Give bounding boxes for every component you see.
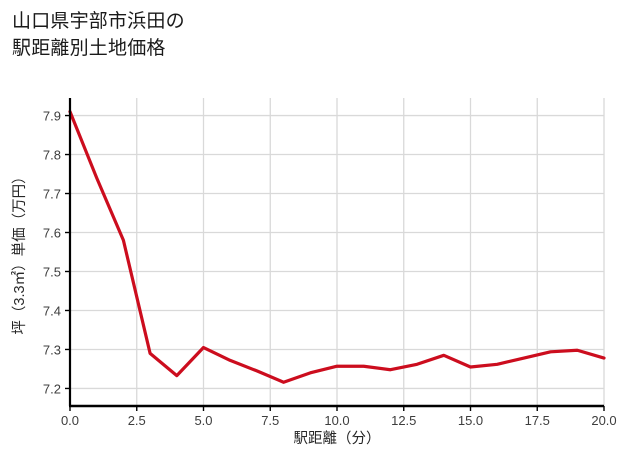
y-tick-label: 7.7 bbox=[43, 187, 61, 202]
y-tick-label: 7.6 bbox=[43, 226, 61, 241]
data-series-line bbox=[68, 110, 606, 384]
x-tick-label: 12.5 bbox=[391, 413, 416, 428]
y-tick-label: 7.8 bbox=[43, 148, 61, 163]
x-gridlines bbox=[69, 98, 605, 406]
y-tick-label: 7.4 bbox=[43, 303, 61, 318]
y-axis-title: 坪（3.3㎡）単価（万円） bbox=[11, 169, 28, 334]
y-tick-label: 7.5 bbox=[43, 264, 61, 279]
x-tick-label: 7.5 bbox=[261, 413, 279, 428]
x-tick-label: 20.0 bbox=[591, 413, 616, 428]
x-tick-label: 5.0 bbox=[194, 413, 212, 428]
x-tick-label: 17.5 bbox=[525, 413, 550, 428]
x-axis-title: 駅距離（分） bbox=[294, 429, 381, 447]
y-tick-marks bbox=[65, 114, 70, 390]
x-tick-labels: 0.0 2.5 5.0 7.5 10.0 12.5 15.0 17.5 20.0 bbox=[61, 413, 617, 428]
x-tick-label: 2.5 bbox=[128, 413, 146, 428]
x-tick-label: 10.0 bbox=[324, 413, 349, 428]
y-tick-labels: 7.2 7.3 7.4 7.5 7.6 7.7 7.8 7.9 bbox=[43, 109, 61, 397]
y-tick-label: 7.2 bbox=[43, 381, 61, 396]
x-tick-marks bbox=[69, 406, 605, 411]
y-tick-label: 7.3 bbox=[43, 342, 61, 357]
y-tick-label: 7.9 bbox=[43, 109, 61, 124]
x-tick-label: 15.0 bbox=[458, 413, 483, 428]
chart-title: 山口県宇部市浜田の 駅距離別土地価格 bbox=[12, 11, 185, 59]
x-tick-label: 0.0 bbox=[61, 413, 79, 428]
